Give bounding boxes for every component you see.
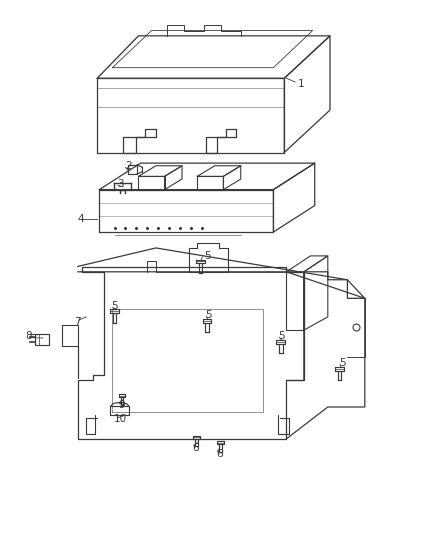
Text: 5: 5 [205,310,212,320]
Text: 7: 7 [74,317,81,327]
Text: 5: 5 [111,301,118,311]
Text: 8: 8 [25,332,32,342]
Text: 5: 5 [339,358,346,368]
Text: 3: 3 [117,179,124,189]
Text: 10: 10 [114,414,127,424]
Text: 6: 6 [192,443,199,453]
Text: 1: 1 [297,78,304,88]
Text: 4: 4 [78,214,84,224]
Text: 5: 5 [278,332,285,342]
Text: 2: 2 [125,161,132,171]
Text: 5: 5 [204,251,210,261]
Text: 6: 6 [216,449,223,459]
Text: 9: 9 [118,400,125,410]
